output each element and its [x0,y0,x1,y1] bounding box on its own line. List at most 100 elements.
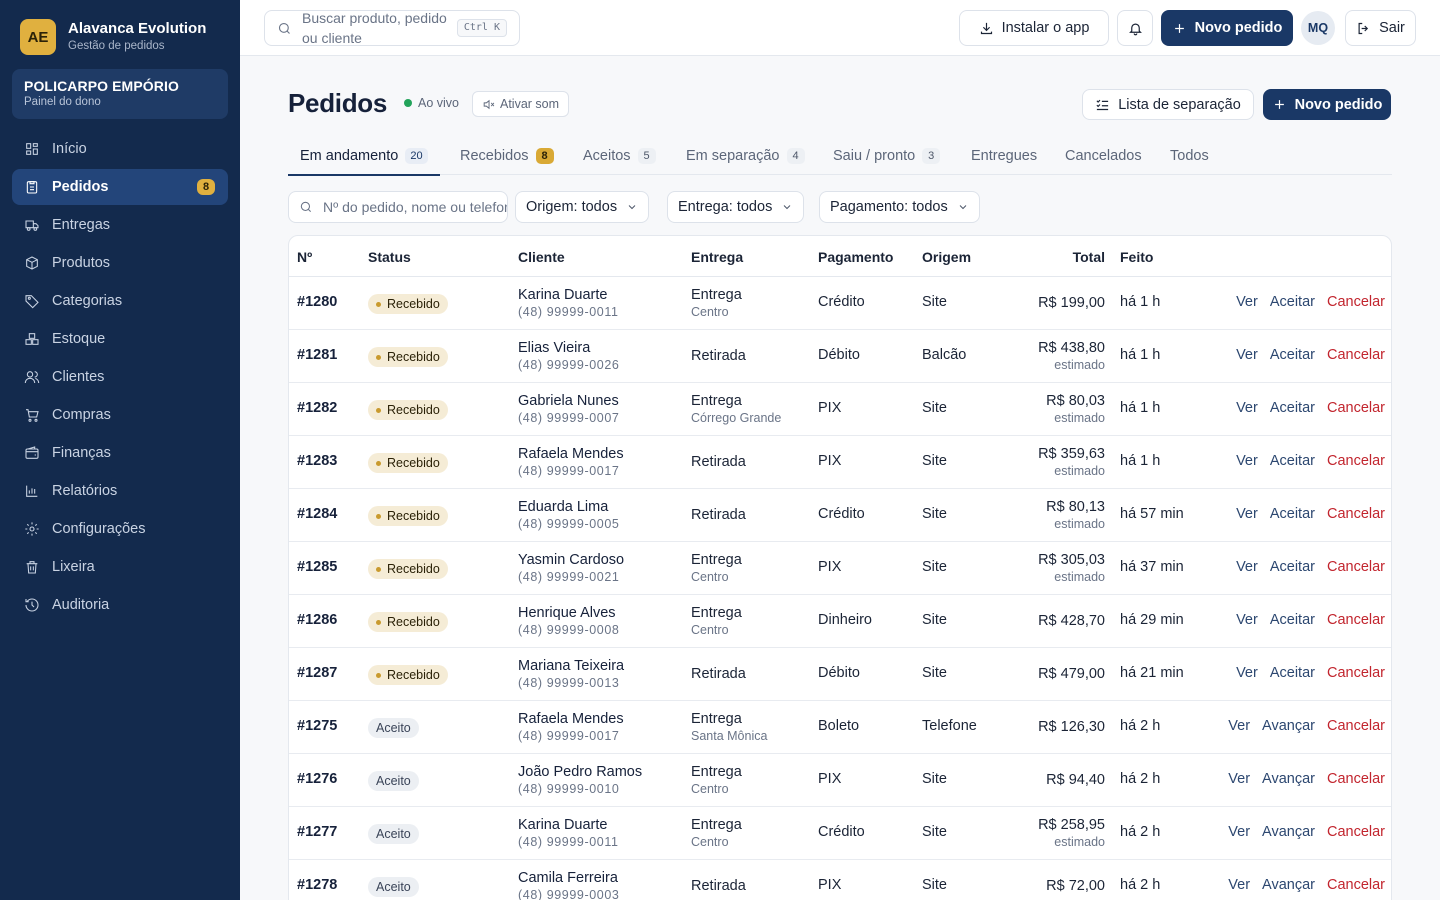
order-number[interactable]: #1282 [297,400,338,416]
store-switcher[interactable]: POLICARPO EMPÓRIO Painel do dono [12,69,228,119]
accept-order-link[interactable]: Aceitar [1269,453,1315,469]
accept-order-link[interactable]: Aceitar [1269,665,1315,681]
install-app-button[interactable]: Instalar o app [959,10,1109,46]
sidebar-item-compras[interactable]: Compras [12,397,228,433]
order-origin: Balcão [922,347,967,363]
order-number[interactable]: #1276 [297,771,338,787]
order-number[interactable]: #1277 [297,824,338,840]
sidebar-item-pedidos[interactable]: Pedidos 8 [12,169,228,205]
sidebar-item-configuracoes[interactable]: Configurações [12,511,228,547]
cancel-order-link[interactable]: Cancelar [1326,347,1385,363]
sidebar-item-clientes[interactable]: Clientes [12,359,228,395]
new-order-button[interactable]: Novo pedido [1263,89,1391,120]
order-search-input[interactable]: Nº do pedido, nome ou telefone [288,191,508,223]
order-number[interactable]: #1280 [297,294,338,310]
cancel-order-link[interactable]: Cancelar [1326,824,1385,840]
tab-count: 20 [405,147,428,164]
advance-order-link[interactable]: Avançar [1262,824,1315,840]
tab-em-separacao[interactable]: Em separação 4 [686,136,805,175]
view-order-link[interactable]: Ver [1228,824,1251,840]
table-row[interactable]: #1282 Recebido Gabriela Nunes (48) 99999-00… [289,383,1391,436]
table-row[interactable]: #1285 Recebido Yasmin Cardoso (48) 99999-00… [289,542,1391,595]
enable-sound-button[interactable]: Ativar som [472,91,570,117]
sidebar-item-auditoria[interactable]: Auditoria [12,587,228,623]
view-order-link[interactable]: Ver [1236,612,1258,628]
order-total: R$ 80,03 [1046,393,1105,409]
view-order-link[interactable]: Ver [1236,665,1258,681]
sidebar-item-financas[interactable]: Finanças [12,435,228,471]
view-order-link[interactable]: Ver [1236,400,1258,416]
tab-em-andamento[interactable]: Em andamento 20 [288,136,440,176]
sidebar-item-label: Configurações [52,521,146,537]
sidebar-item-relatorios[interactable]: Relatórios [12,473,228,509]
view-order-link[interactable]: Ver [1228,877,1251,893]
brand[interactable]: AE Alavanca Evolution Gestão de pedidos [0,0,240,56]
tab-recebidos[interactable]: Recebidos 8 [460,136,554,175]
accept-order-link[interactable]: Aceitar [1269,612,1315,628]
cancel-order-link[interactable]: Cancelar [1326,453,1385,469]
sidebar-item-produtos[interactable]: Produtos [12,245,228,281]
avatar[interactable]: MQ [1301,11,1335,45]
payment-filter-select[interactable]: Pagamento: todos [819,191,980,223]
cancel-order-link[interactable]: Cancelar [1326,294,1385,310]
sidebar-item-inicio[interactable]: Início [12,131,228,167]
table-row[interactable]: #1278 Aceito Camila Ferreira (48) 99999-000… [289,860,1391,900]
cancel-order-link[interactable]: Cancelar [1326,665,1385,681]
order-number[interactable]: #1283 [297,453,338,469]
view-order-link[interactable]: Ver [1236,559,1258,575]
cancel-order-link[interactable]: Cancelar [1326,400,1385,416]
accept-order-link[interactable]: Aceitar [1269,347,1315,363]
cancel-order-link[interactable]: Cancelar [1326,612,1385,628]
sidebar-item-categorias[interactable]: Categorias [12,283,228,319]
order-number[interactable]: #1281 [297,347,338,363]
origin-filter-select[interactable]: Origem: todos [515,191,650,223]
logout-button[interactable]: Sair [1345,10,1416,46]
table-row[interactable]: #1277 Aceito Karina Duarte (48) 99999-0011 E… [289,807,1391,860]
tab-entregues[interactable]: Entregues [971,136,1037,175]
view-order-link[interactable]: Ver [1236,294,1258,310]
tab-todos[interactable]: Todos [1170,136,1209,175]
view-order-link[interactable]: Ver [1228,771,1251,787]
order-number[interactable]: #1287 [297,665,338,681]
sidebar-item-entregas[interactable]: Entregas [12,207,228,243]
advance-order-link[interactable]: Avançar [1262,718,1315,734]
tab-saiu-pronto[interactable]: Saiu / pronto 3 [833,136,941,175]
table-row[interactable]: #1280 Recebido Karina Duarte (48) 99999-001… [289,277,1391,330]
table-row[interactable]: #1276 Aceito João Pedro Ramos (48) 99999-00… [289,754,1391,807]
table-row[interactable]: #1283 Recebido Rafaela Mendes (48) 99999-00… [289,436,1391,489]
accept-order-link[interactable]: Aceitar [1269,400,1315,416]
cancel-order-link[interactable]: Cancelar [1326,771,1385,787]
order-number[interactable]: #1284 [297,506,338,522]
order-number[interactable]: #1285 [297,559,338,575]
accept-order-link[interactable]: Aceitar [1269,506,1315,522]
view-order-link[interactable]: Ver [1236,347,1258,363]
topbar-new-order-button[interactable]: Novo pedido [1161,10,1293,46]
view-order-link[interactable]: Ver [1236,453,1258,469]
picklist-button[interactable]: Lista de separação [1082,89,1254,120]
table-row[interactable]: #1281 Recebido Elias Vieira (48) 99999-0026… [289,330,1391,383]
table-row[interactable]: #1275 Aceito Rafaela Mendes (48) 99999-0017… [289,701,1391,754]
table-row[interactable]: #1284 Recebido Eduarda Lima (48) 99999-0005… [289,489,1391,542]
cancel-order-link[interactable]: Cancelar [1326,559,1385,575]
tab-aceitos[interactable]: Aceitos 5 [583,136,656,175]
notifications-button[interactable] [1117,10,1153,46]
delivery-filter-select[interactable]: Entrega: todos [667,191,805,223]
tab-cancelados[interactable]: Cancelados [1065,136,1142,175]
view-order-link[interactable]: Ver [1228,718,1251,734]
view-order-link[interactable]: Ver [1236,506,1258,522]
order-number[interactable]: #1275 [297,718,338,734]
advance-order-link[interactable]: Avançar [1262,771,1315,787]
cancel-order-link[interactable]: Cancelar [1326,506,1385,522]
advance-order-link[interactable]: Avançar [1262,877,1315,893]
sidebar-item-estoque[interactable]: Estoque [12,321,228,357]
cancel-order-link[interactable]: Cancelar [1326,877,1385,893]
global-search-input[interactable]: Buscar produto, pedido ou cliente Ctrl K [264,10,520,46]
cancel-order-link[interactable]: Cancelar [1326,718,1385,734]
table-row[interactable]: #1287 Recebido Mariana Teixeira (48) 99999-… [289,648,1391,701]
order-number[interactable]: #1278 [297,877,338,893]
accept-order-link[interactable]: Aceitar [1269,559,1315,575]
order-number[interactable]: #1286 [297,612,338,628]
sidebar-item-lixeira[interactable]: Lixeira [12,549,228,585]
accept-order-link[interactable]: Aceitar [1269,294,1315,310]
table-row[interactable]: #1286 Recebido Henrique Alves (48) 99999-00… [289,595,1391,648]
